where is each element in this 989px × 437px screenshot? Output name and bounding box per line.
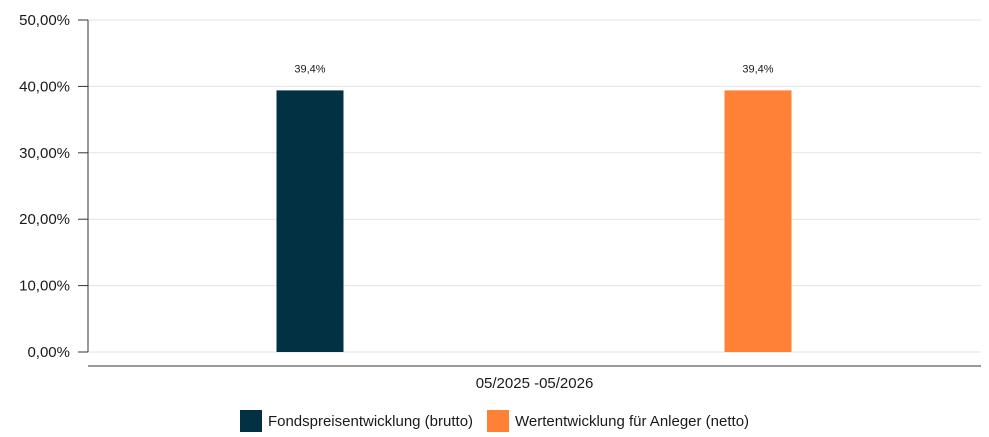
legend-item-brutto[interactable]: Fondspreisentwicklung (brutto) bbox=[239, 410, 474, 432]
bar-1[interactable] bbox=[724, 90, 792, 352]
y-tick-label: 50,00% bbox=[19, 12, 70, 29]
legend-swatch bbox=[239, 410, 262, 432]
x-axis: 05/2025 -05/2026 bbox=[88, 365, 981, 392]
gridlines bbox=[88, 19, 981, 353]
y-tick-label: 10,00% bbox=[19, 278, 70, 295]
legend-label: Fondspreisentwicklung (brutto) bbox=[267, 412, 474, 430]
bars: 39,4% 39,4% bbox=[276, 63, 792, 352]
y-tick-label: 40,00% bbox=[19, 78, 70, 95]
y-tick-label: 20,00% bbox=[19, 211, 70, 228]
legend: Fondspreisentwicklung (brutto) Wertentwi… bbox=[0, 410, 989, 432]
bar-0[interactable] bbox=[276, 90, 344, 352]
y-tick-label: 0,00% bbox=[27, 344, 70, 361]
legend-swatch bbox=[487, 410, 510, 432]
data-label: 39,4% bbox=[742, 63, 773, 75]
legend-label: Wertentwicklung für Anleger (netto) bbox=[515, 412, 750, 430]
data-label: 39,4% bbox=[294, 63, 325, 75]
x-category-label: 05/2025 -05/2026 bbox=[476, 375, 594, 392]
legend-item-netto[interactable]: Wertentwicklung für Anleger (netto) bbox=[487, 410, 749, 432]
bar-chart: 0,00% 10,00% 20,00% 30,00% 40,00% 50,00% 39,4… bbox=[19, 12, 981, 392]
y-axis: 0,00% 10,00% 20,00% 30,00% 40,00% 50,00% bbox=[19, 12, 89, 361]
y-tick-label: 30,00% bbox=[19, 145, 70, 162]
